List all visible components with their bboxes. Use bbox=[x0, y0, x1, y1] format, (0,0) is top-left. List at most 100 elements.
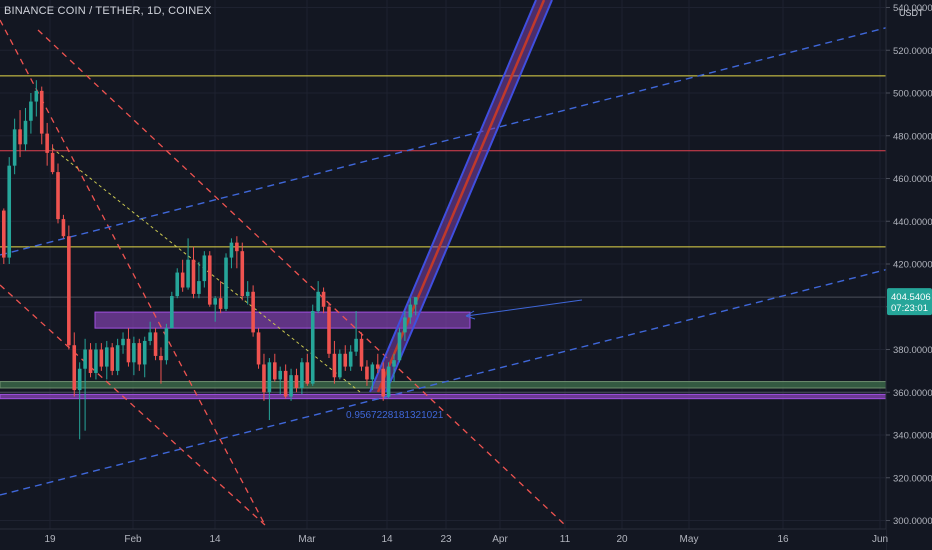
candle bbox=[413, 297, 418, 316]
candle bbox=[170, 291, 174, 329]
zone-rectangle[interactable] bbox=[94, 311, 471, 329]
candle-body bbox=[359, 338, 364, 367]
candle bbox=[159, 347, 163, 384]
ratio-label[interactable]: 0.9567228181321021 bbox=[346, 410, 444, 421]
candle-body bbox=[110, 347, 114, 371]
candle bbox=[7, 157, 12, 264]
candle-body bbox=[316, 291, 320, 312]
candle bbox=[386, 362, 391, 399]
candle-body bbox=[115, 345, 120, 371]
candle-body bbox=[99, 349, 104, 367]
trendlines[interactable] bbox=[0, 0, 932, 526]
candle-body bbox=[191, 259, 196, 294]
candle bbox=[370, 362, 375, 391]
candle-body bbox=[34, 90, 39, 102]
candle bbox=[142, 336, 147, 378]
candle bbox=[164, 323, 169, 365]
chart-title: BINANCE COIN / TETHER, 1D, COINEX bbox=[4, 5, 212, 17]
time-tick-label: 14 bbox=[381, 534, 393, 545]
candle-body bbox=[370, 364, 375, 380]
candle bbox=[29, 93, 33, 134]
candle-body bbox=[77, 368, 82, 391]
red-dashed-trendline[interactable] bbox=[0, 19, 266, 526]
candle-body bbox=[39, 90, 44, 134]
price-axis[interactable]: 300.0000 320.0000 340.0000 360.0000 380.0000… bbox=[885, 0, 932, 550]
candle-body bbox=[229, 242, 234, 258]
candle bbox=[148, 321, 152, 346]
red-dashed-trendline[interactable] bbox=[0, 284, 266, 526]
price-tick-label: 440.0000 bbox=[893, 217, 932, 228]
candle bbox=[67, 225, 71, 350]
blue-dashed-channel-line[interactable] bbox=[0, 257, 932, 496]
candle bbox=[202, 251, 207, 288]
time-tick-label: Feb bbox=[124, 534, 142, 545]
candle-body bbox=[305, 362, 310, 384]
candle bbox=[207, 251, 212, 307]
candles bbox=[2, 80, 418, 440]
annotations[interactable]: 0.9567228181321021 bbox=[346, 299, 583, 421]
candle-body bbox=[408, 304, 413, 318]
zone-rectangle[interactable] bbox=[0, 393, 887, 400]
candle-body bbox=[56, 172, 60, 220]
time-tick-label: 20 bbox=[616, 534, 628, 545]
price-badge[interactable] bbox=[887, 288, 932, 316]
candle bbox=[186, 238, 190, 290]
time-tick-label: 23 bbox=[440, 534, 452, 545]
candle-body bbox=[262, 364, 266, 393]
candle bbox=[375, 353, 380, 374]
price-tick-label: 420.0000 bbox=[893, 260, 932, 271]
rising-channel-edge[interactable] bbox=[385, 0, 553, 393]
candle bbox=[316, 281, 320, 314]
candle-body bbox=[45, 133, 49, 153]
candle bbox=[354, 311, 358, 356]
candle-body bbox=[343, 353, 348, 367]
candle-body bbox=[300, 362, 304, 388]
candle bbox=[12, 118, 17, 175]
candle bbox=[218, 281, 223, 314]
candle-body bbox=[23, 120, 28, 145]
candle-body bbox=[12, 129, 17, 166]
candle bbox=[83, 338, 87, 431]
candle-body bbox=[386, 366, 391, 397]
rising-channel-edge[interactable] bbox=[369, 0, 537, 393]
candle-body bbox=[235, 242, 239, 252]
candle-body bbox=[338, 353, 342, 378]
candle-body bbox=[354, 338, 358, 352]
blue-dashed-channel-line[interactable] bbox=[0, 15, 932, 256]
time-tick-label: 14 bbox=[209, 534, 221, 545]
candle-body bbox=[273, 362, 277, 380]
candle bbox=[240, 242, 245, 301]
candle-body bbox=[186, 259, 190, 288]
candle bbox=[359, 332, 364, 371]
candle bbox=[115, 338, 120, 376]
candle-body bbox=[50, 152, 55, 173]
candle bbox=[72, 332, 77, 397]
candle bbox=[77, 362, 82, 440]
candle bbox=[61, 214, 66, 239]
candle bbox=[397, 328, 402, 363]
candle-body bbox=[283, 370, 288, 397]
candle bbox=[245, 281, 250, 305]
candle bbox=[338, 349, 342, 380]
candle bbox=[256, 328, 261, 369]
candle-body bbox=[126, 338, 131, 363]
candle bbox=[94, 343, 98, 380]
candle bbox=[348, 345, 353, 371]
candle bbox=[153, 328, 158, 361]
candle-body bbox=[132, 343, 136, 363]
time-axis[interactable]: 19 Feb 14 Mar 14 23 Apr 11 20 May 16 Jun bbox=[0, 528, 888, 550]
candle bbox=[327, 302, 331, 359]
time-tick-label: 11 bbox=[560, 534, 571, 545]
time-tick-label: 19 bbox=[44, 534, 56, 545]
candle-body bbox=[213, 298, 217, 305]
candle-body bbox=[175, 272, 180, 297]
arrow-line[interactable] bbox=[465, 299, 583, 317]
candle bbox=[104, 340, 109, 380]
currency-label[interactable]: USDT bbox=[899, 8, 924, 18]
candle bbox=[289, 368, 293, 401]
candle bbox=[300, 358, 304, 395]
candle bbox=[381, 362, 385, 401]
candle-body bbox=[392, 360, 396, 367]
